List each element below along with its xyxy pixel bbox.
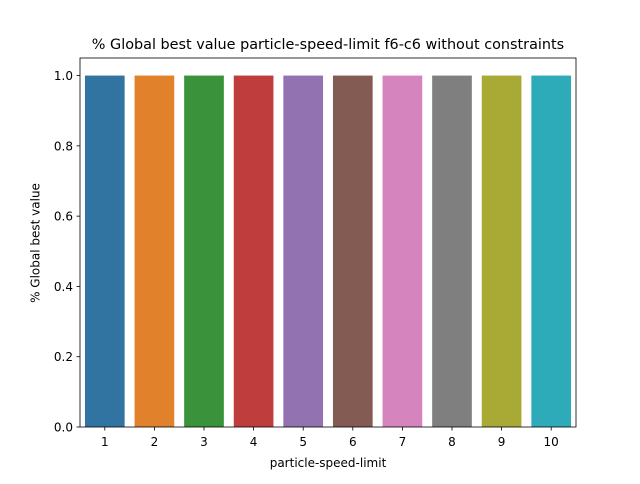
x-tick-label: 10 [544,435,559,449]
bar-4 [233,75,274,427]
y-axis: 0.0 0.2 0.4 0.6 0.8 1.0 [54,69,80,435]
bar-1 [84,75,125,427]
x-tick-label: 6 [349,435,357,449]
bar-9 [481,75,522,427]
y-tick-label: 0.6 [54,210,73,224]
y-tick-label: 0.0 [54,421,73,435]
y-axis-label: % Global best value [29,183,43,303]
x-tick-label: 9 [498,435,506,449]
bars-group [84,75,572,427]
bar-2 [134,75,175,427]
x-tick-label: 1 [101,435,109,449]
y-tick-label: 0.2 [54,350,73,364]
bar-6 [332,75,373,427]
x-tick-label: 7 [399,435,407,449]
x-tick-label: 4 [250,435,258,449]
y-tick-label: 0.8 [54,139,73,153]
y-tick-label: 0.4 [54,280,73,294]
x-tick-label: 3 [200,435,208,449]
bar-8 [432,75,472,427]
x-tick-label: 2 [151,435,159,449]
x-axis: 1 2 3 4 5 6 7 8 9 10 [101,427,559,449]
x-tick-label: 8 [448,435,456,449]
x-axis-label: particle-speed-limit [270,456,387,470]
bar-10 [531,75,572,427]
bar-5 [283,75,324,427]
y-tick-label: 1.0 [54,69,73,83]
bar-7 [382,75,423,427]
x-tick-label: 5 [299,435,307,449]
bar-3 [184,75,224,427]
chart-title: % Global best value particle-speed-limit… [92,37,564,53]
plot-frame [79,57,577,428]
